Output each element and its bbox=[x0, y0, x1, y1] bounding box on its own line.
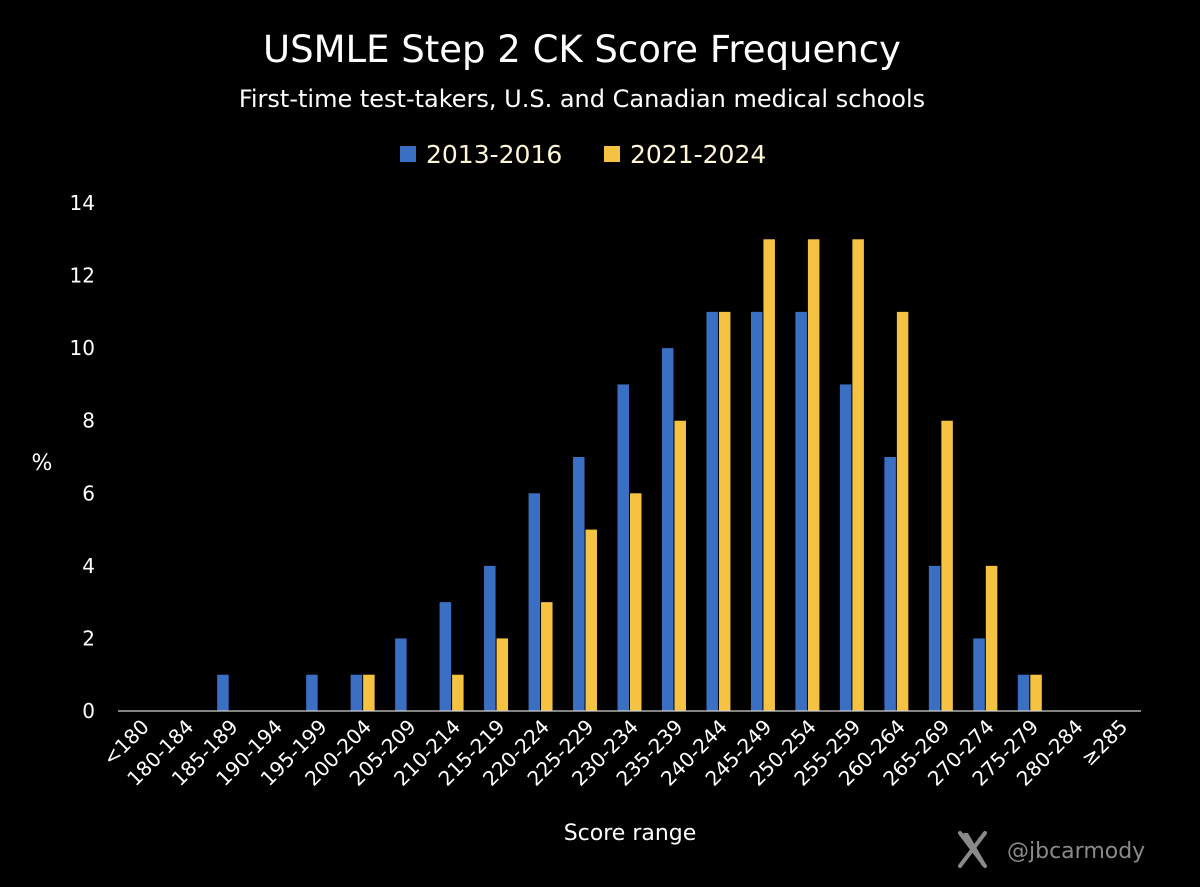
bar-2021-2024-255-259 bbox=[852, 239, 864, 712]
bar-2013-2016-250-254 bbox=[795, 311, 807, 711]
bar-2013-2016-230-234 bbox=[617, 384, 629, 711]
bars bbox=[217, 239, 1042, 712]
y-axis-ticks: 0 2 4 6 8 10 12 14 bbox=[70, 191, 95, 723]
bar-2013-2016-225-229 bbox=[573, 457, 585, 711]
bar-2021-2024-230-234 bbox=[630, 493, 642, 711]
y-tick-label: 2 bbox=[82, 626, 95, 650]
chart-subtitle: First-time test-takers, U.S. and Canadia… bbox=[239, 85, 925, 113]
bar-2021-2024-200-204 bbox=[363, 674, 375, 711]
bar-2021-2024-260-264 bbox=[896, 311, 909, 711]
bar-2013-2016-240-244 bbox=[706, 311, 718, 711]
y-tick-label: 8 bbox=[82, 409, 95, 433]
chart-title: USMLE Step 2 CK Score Frequency bbox=[263, 28, 901, 71]
bar-2021-2024-225-229 bbox=[585, 529, 598, 711]
bar-2021-2024-240-244 bbox=[718, 311, 731, 711]
bar-2013-2016-185-189 bbox=[217, 674, 229, 711]
x-axis-ticks: <180180-184185-189190-194195-199200-2042… bbox=[98, 715, 1132, 791]
credit-handle: @jbcarmody bbox=[1007, 839, 1145, 864]
bar-2013-2016-215-219 bbox=[484, 565, 496, 711]
bar-2013-2016-265-269 bbox=[928, 565, 941, 711]
bar-2021-2024-270-274 bbox=[985, 565, 998, 711]
bar-2021-2024-265-269 bbox=[941, 420, 953, 711]
y-tick-label: 0 bbox=[82, 699, 95, 723]
legend-swatch-2021-2024 bbox=[604, 146, 620, 162]
bar-2013-2016-200-204 bbox=[350, 674, 363, 711]
x-logo-icon bbox=[958, 831, 987, 868]
credit: @jbcarmody bbox=[958, 831, 1145, 868]
bar-2021-2024-275-279 bbox=[1030, 674, 1042, 711]
bar-2021-2024-220-224 bbox=[541, 602, 553, 711]
bar-2013-2016-210-214 bbox=[439, 602, 452, 711]
y-tick-label: 6 bbox=[82, 481, 95, 505]
bar-2021-2024-245-249 bbox=[763, 239, 775, 712]
bar-2013-2016-255-259 bbox=[839, 384, 852, 711]
bar-2013-2016-235-239 bbox=[661, 348, 674, 711]
bar-2013-2016-245-249 bbox=[750, 311, 763, 711]
bar-2021-2024-250-254 bbox=[807, 239, 820, 712]
bar-2021-2024-235-239 bbox=[674, 420, 686, 711]
bar-2021-2024-210-214 bbox=[452, 674, 464, 711]
bar-2013-2016-205-209 bbox=[395, 638, 407, 711]
bar-2013-2016-275-279 bbox=[1017, 674, 1030, 711]
x-tick-label: ≥285 bbox=[1076, 715, 1132, 771]
y-tick-label: 14 bbox=[70, 191, 95, 215]
bar-2013-2016-260-264 bbox=[884, 457, 896, 711]
legend-swatch-2013-2016 bbox=[400, 146, 416, 162]
y-axis-label: % bbox=[32, 451, 53, 476]
legend: 2013-2016 2021-2024 bbox=[400, 140, 766, 169]
bar-2013-2016-220-224 bbox=[528, 493, 541, 711]
y-tick-label: 12 bbox=[70, 264, 95, 288]
bar-2013-2016-195-199 bbox=[306, 674, 318, 711]
y-tick-label: 4 bbox=[82, 554, 95, 578]
legend-label-2021-2024: 2021-2024 bbox=[630, 140, 766, 169]
x-axis-label: Score range bbox=[564, 821, 697, 846]
bar-2013-2016-270-274 bbox=[973, 638, 985, 711]
y-tick-label: 10 bbox=[70, 336, 95, 360]
legend-label-2013-2016: 2013-2016 bbox=[426, 140, 562, 169]
bar-2021-2024-215-219 bbox=[496, 638, 509, 711]
